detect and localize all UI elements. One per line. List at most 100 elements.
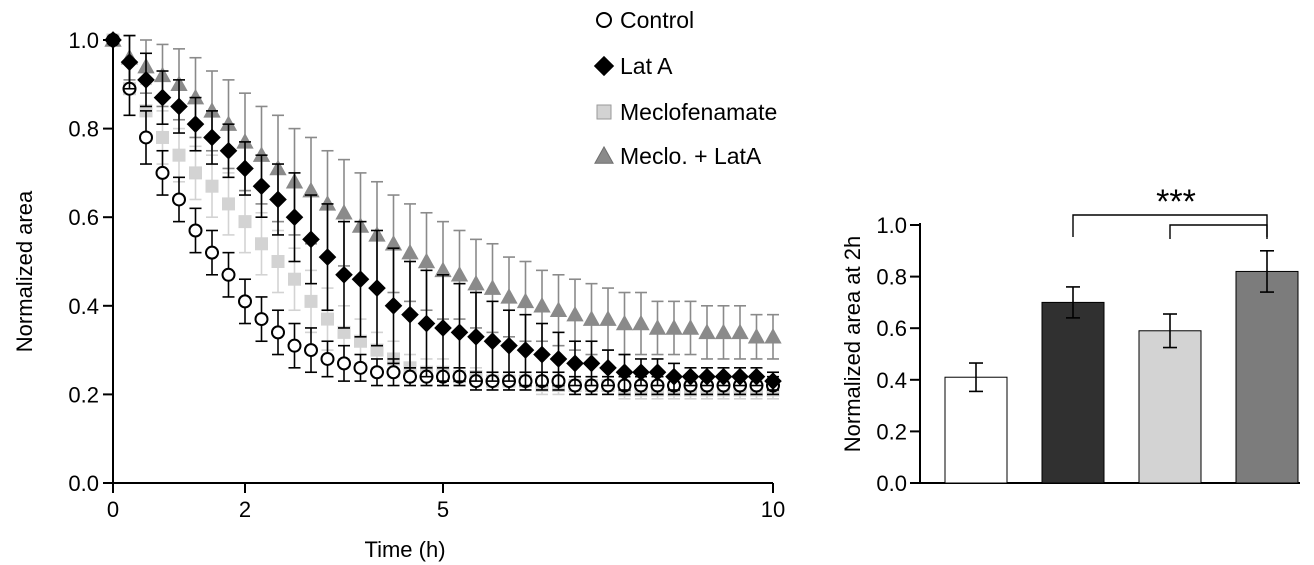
data-point [139, 130, 153, 145]
data-point [434, 319, 452, 337]
data-point [500, 288, 518, 304]
x-axis-label: Time (h) [364, 537, 445, 562]
data-point [615, 314, 634, 331]
data-point [189, 166, 202, 180]
data-point [304, 343, 318, 358]
y-tick-label: 0.4 [876, 368, 907, 393]
legend: Control Lat A Meclofenamate Meclo. + LatA [593, 7, 777, 169]
data-point [747, 367, 766, 386]
data-point [203, 128, 221, 147]
data-point [582, 310, 601, 326]
data-point [648, 363, 667, 382]
data-point [401, 243, 419, 260]
data-point [255, 237, 268, 251]
data-point [318, 248, 337, 266]
data-point [698, 323, 716, 340]
data-point [335, 265, 353, 284]
x-tick-label: 10 [761, 497, 785, 522]
y-axis-label: Normalized area [12, 190, 37, 352]
data-point [137, 71, 155, 89]
data-point [287, 338, 302, 353]
data-point [483, 332, 502, 351]
data-point [698, 367, 716, 386]
data-point [386, 365, 401, 380]
legend-label: Meclofenamate [620, 99, 777, 125]
data-point [533, 296, 551, 313]
y-tick-label: 0.6 [876, 316, 907, 341]
data-point [401, 305, 419, 324]
y-tick-label: 0.4 [68, 294, 99, 319]
data-point [467, 274, 485, 291]
data-point [747, 327, 766, 344]
data-point [172, 192, 186, 207]
data-point [731, 367, 749, 386]
legend-label: Lat A [620, 53, 673, 79]
data-point [681, 319, 700, 335]
data-point [219, 141, 238, 160]
data-point [566, 305, 584, 322]
data-point [353, 360, 368, 375]
data-point [321, 312, 334, 326]
data-point [648, 319, 667, 335]
data-point [236, 159, 254, 178]
bar [1138, 330, 1202, 484]
data-point [599, 359, 617, 377]
data-point [384, 296, 403, 315]
y-tick-label: 0.2 [876, 419, 907, 444]
data-point [238, 215, 252, 229]
data-point [271, 325, 285, 340]
bar [944, 376, 1008, 484]
y-axis-label: Normalized area at 2h [840, 236, 865, 452]
data-point [170, 97, 188, 116]
data-point [156, 130, 169, 144]
data-point [483, 279, 502, 295]
data-point [417, 252, 436, 269]
data-point [368, 279, 386, 297]
data-point [731, 323, 749, 340]
data-point [714, 323, 733, 340]
data-point [238, 294, 252, 309]
y-tick-label: 0.2 [68, 382, 99, 407]
data-point [188, 223, 203, 238]
data-point [288, 272, 301, 286]
data-point [549, 350, 568, 368]
data-point [351, 270, 370, 289]
data-point [271, 255, 285, 268]
legend-marker [593, 55, 615, 77]
data-point [615, 363, 634, 382]
data-point [120, 53, 139, 71]
series-lat-a [104, 31, 782, 391]
data-point [269, 190, 287, 209]
data-point [599, 310, 617, 326]
bar [1041, 301, 1105, 484]
data-point [450, 323, 469, 342]
data-point [764, 327, 782, 344]
x-tick-label: 2 [239, 497, 251, 522]
data-point [337, 356, 351, 371]
data-point [104, 31, 122, 49]
data-point [304, 294, 318, 308]
legend-label: Meclo. + LatA [620, 143, 762, 169]
significance-bracket [1169, 224, 1268, 239]
data-point [516, 292, 535, 309]
data-point [186, 115, 205, 133]
data-point [516, 341, 535, 359]
data-point [582, 354, 601, 373]
y-tick-label: 1.0 [68, 28, 99, 53]
data-point [714, 367, 733, 386]
data-point [681, 367, 700, 386]
data-point [549, 301, 568, 317]
data-point [500, 336, 518, 355]
data-point [252, 177, 271, 195]
data-point [665, 367, 683, 386]
data-point [254, 312, 269, 327]
x-tick-label: 0 [107, 497, 119, 522]
bar [1235, 270, 1299, 484]
y-tick-label: 0.8 [68, 117, 99, 142]
x-tick-label: 5 [437, 497, 449, 522]
data-point [285, 208, 304, 227]
data-point [172, 148, 186, 162]
data-point [403, 369, 417, 384]
data-point [533, 345, 551, 364]
